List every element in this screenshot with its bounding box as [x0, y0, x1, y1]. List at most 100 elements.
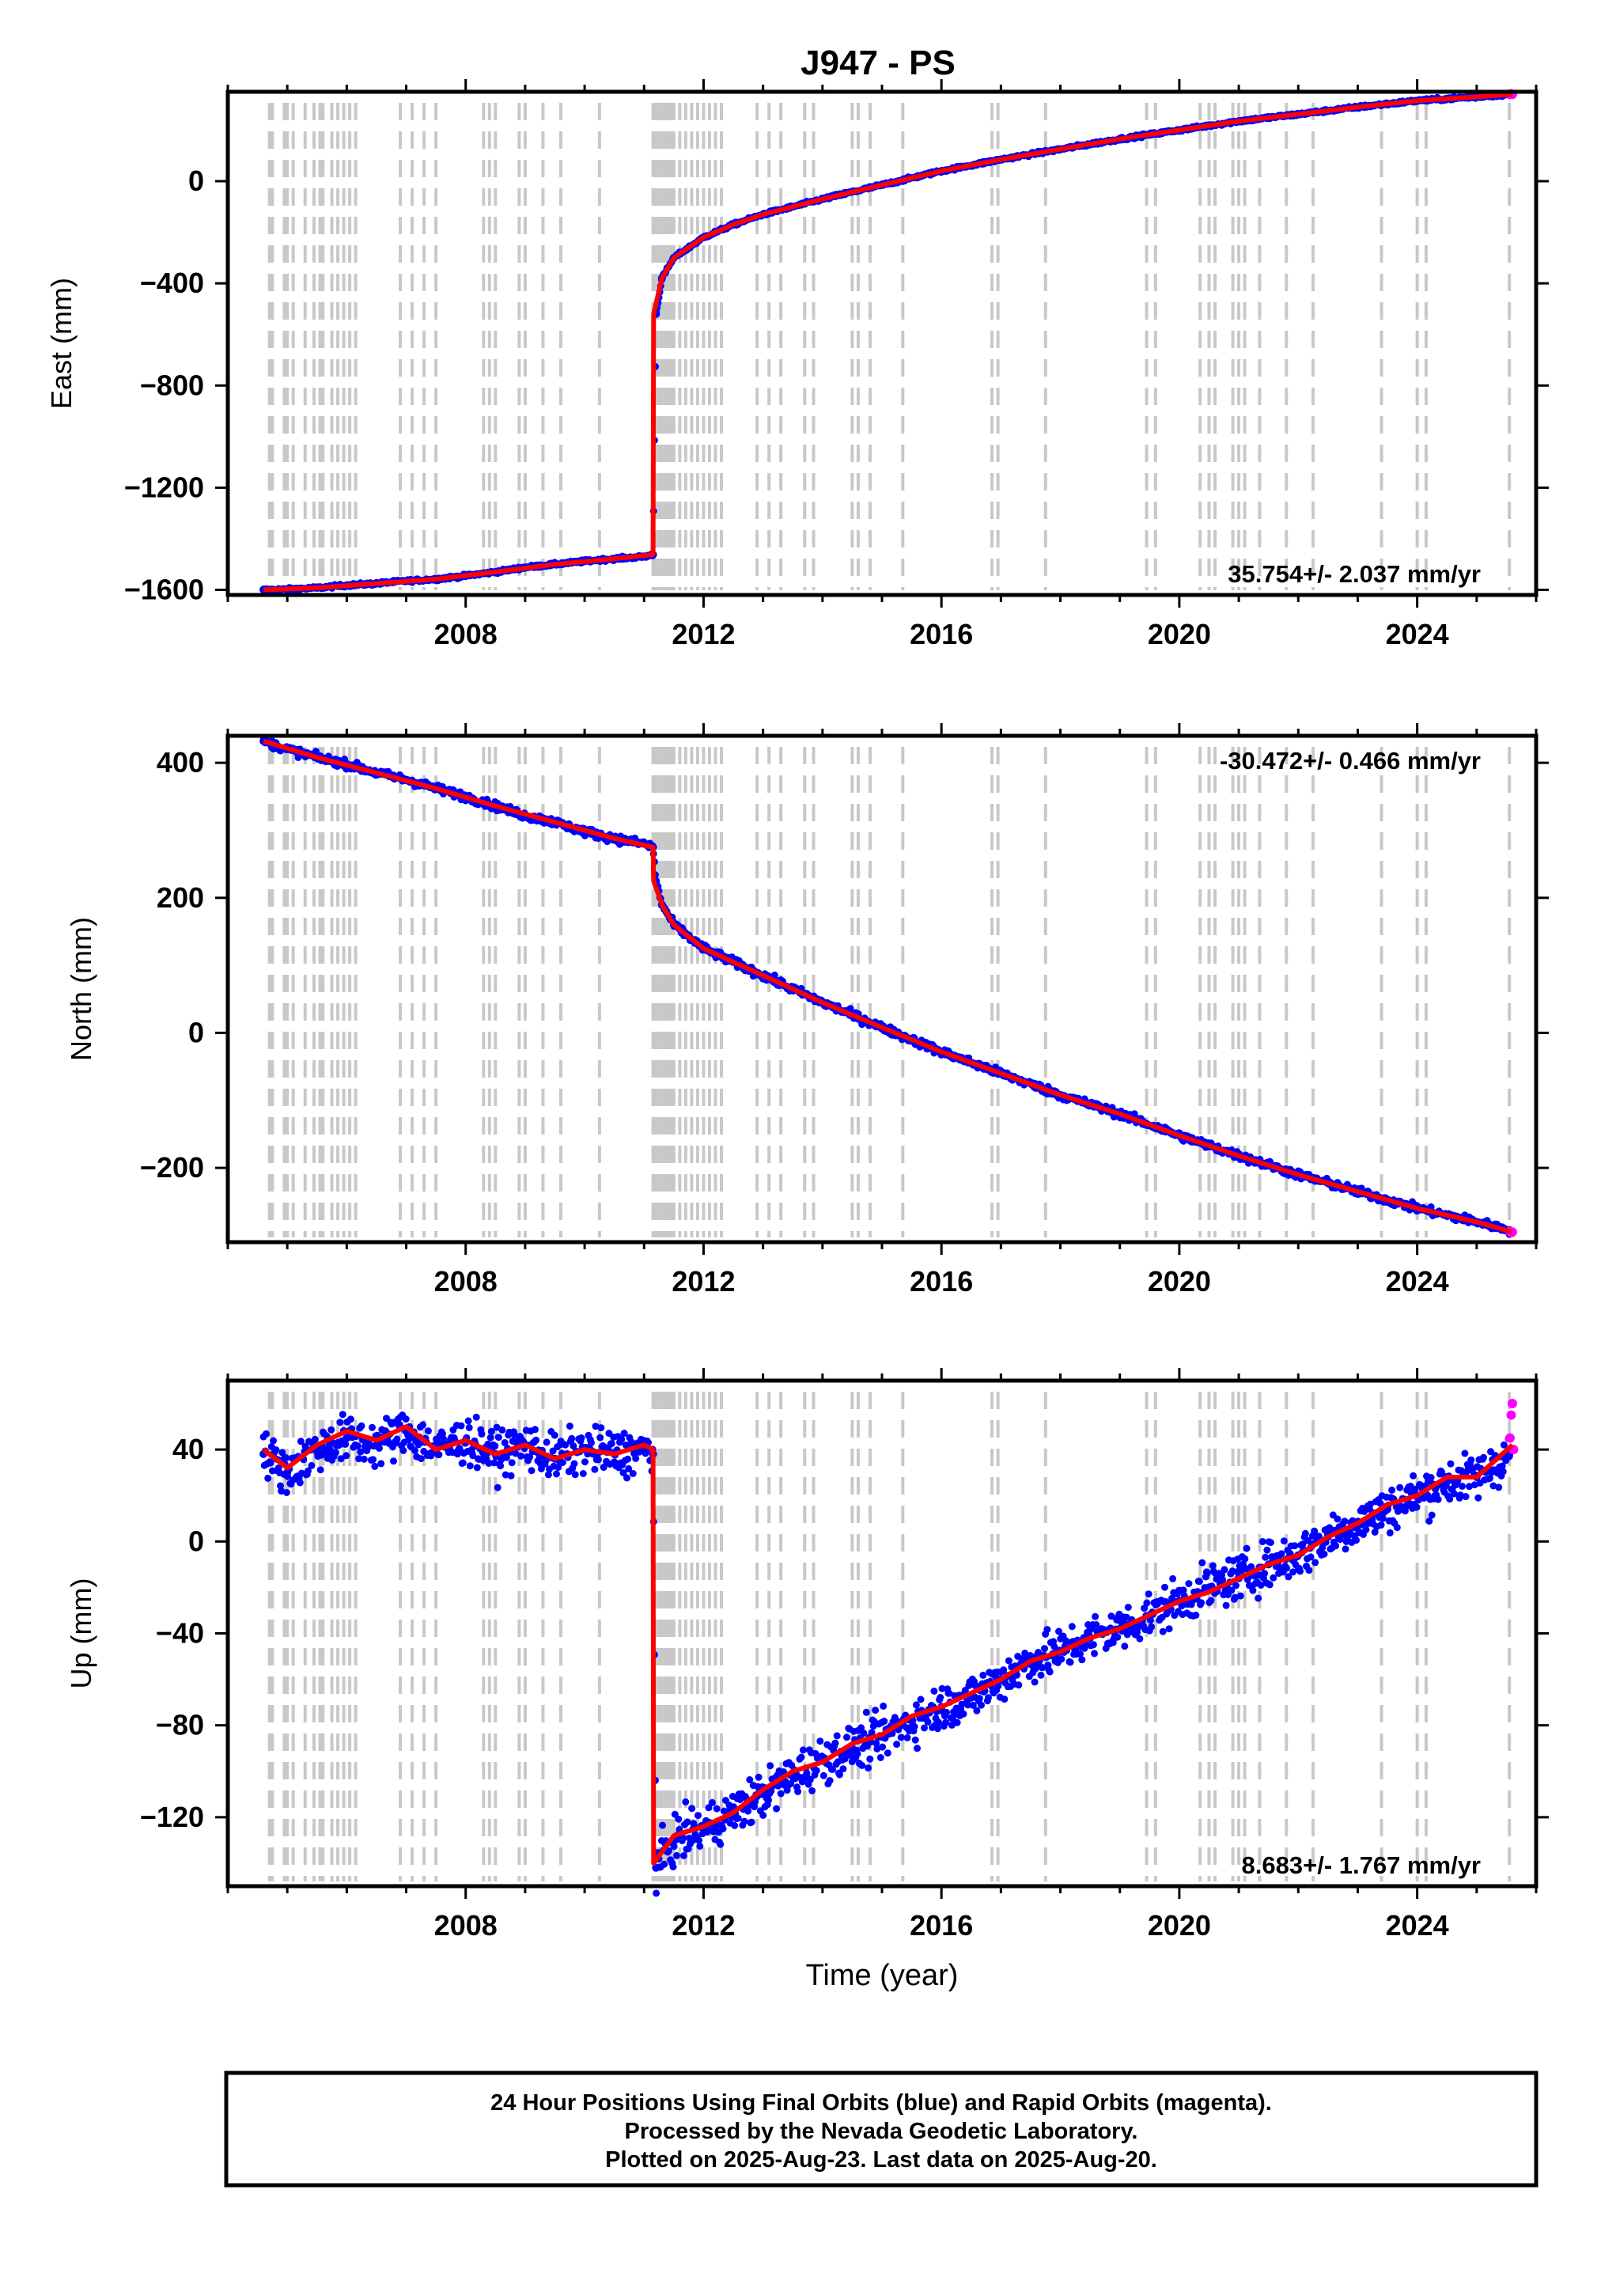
final-orbit-point	[625, 1464, 633, 1472]
final-orbit-point	[938, 1684, 946, 1692]
final-orbit-point	[897, 1733, 905, 1741]
y-tick-label: −40	[156, 1617, 204, 1650]
final-orbit-point	[342, 1440, 350, 1448]
x-tick-label: 2016	[910, 1909, 973, 1942]
final-orbit-point	[544, 1471, 552, 1479]
final-orbit-point	[486, 1434, 494, 1442]
final-orbit-point	[1050, 1642, 1058, 1650]
final-orbit-point	[1000, 1666, 1008, 1674]
final-orbit-point	[485, 1460, 493, 1467]
final-orbit-point	[937, 1694, 944, 1701]
final-orbit-point	[577, 1434, 585, 1442]
final-orbit-point	[1243, 1544, 1251, 1552]
final-orbit-point	[1055, 1627, 1062, 1635]
x-tick-label: 2008	[434, 1909, 498, 1942]
final-orbit-point	[591, 1465, 599, 1473]
y-axis-label: North (mm)	[65, 917, 97, 1061]
x-tick-label: 2020	[1148, 618, 1211, 650]
final-orbit-point	[337, 1455, 345, 1463]
final-orbit-point	[1136, 1635, 1144, 1642]
rapid-orbit-point	[1504, 1433, 1515, 1443]
x-tick-label: 2012	[672, 1265, 735, 1298]
final-orbit-point	[1486, 1475, 1493, 1482]
final-orbit-point	[979, 1671, 987, 1679]
final-orbit-point	[755, 1773, 763, 1781]
final-orbit-point	[1466, 1483, 1473, 1491]
final-orbit-point	[267, 1459, 274, 1467]
final-orbit-point	[1207, 1597, 1215, 1605]
final-orbit-point	[1467, 1456, 1475, 1464]
final-orbit-point	[1266, 1539, 1274, 1547]
final-orbit-point	[343, 1434, 351, 1442]
final-orbit-point	[829, 1765, 836, 1773]
final-orbit-point	[369, 1423, 376, 1431]
final-orbit-point	[876, 1754, 884, 1761]
final-orbit-point	[673, 1851, 680, 1859]
final-orbit-point	[494, 1434, 502, 1442]
final-orbit-point	[1121, 1642, 1129, 1650]
final-orbit-point	[1219, 1576, 1227, 1584]
final-orbit-point	[1396, 1483, 1404, 1491]
final-orbit-point	[600, 1464, 607, 1472]
final-orbit-point	[327, 1426, 335, 1434]
final-orbit-point	[472, 1413, 480, 1421]
final-orbit-point	[1204, 1569, 1211, 1577]
final-orbit-point	[1179, 1586, 1187, 1594]
final-orbit-point	[501, 1439, 509, 1446]
final-orbit-points	[259, 733, 1514, 1238]
final-orbit-point	[369, 1456, 377, 1464]
final-orbit-point	[1495, 1483, 1503, 1491]
final-orbit-point	[1143, 1599, 1151, 1607]
final-orbit-point	[346, 1415, 354, 1423]
x-tick-label: 2008	[434, 1265, 498, 1298]
x-tick-label: 2016	[910, 618, 973, 650]
final-orbit-point	[808, 1786, 816, 1794]
final-orbit-point	[1285, 1573, 1293, 1581]
final-orbit-point	[263, 1430, 270, 1438]
final-orbit-point	[1058, 1655, 1065, 1663]
x-tick-label: 2016	[910, 1265, 973, 1298]
footer-box: 24 Hour Positions Using Final Orbits (bl…	[224, 2071, 1539, 2188]
final-orbit-point	[554, 1464, 562, 1471]
final-orbit-point	[1195, 1578, 1203, 1586]
final-orbit-point	[354, 1442, 361, 1449]
final-orbit-point	[819, 1771, 827, 1779]
final-orbit-point	[494, 1483, 501, 1491]
final-orbit-point	[594, 1456, 602, 1464]
y-tick-label: 0	[188, 1016, 204, 1048]
final-orbit-point	[358, 1422, 365, 1430]
final-orbit-point	[816, 1737, 824, 1745]
rapid-orbit-point	[1506, 1410, 1516, 1420]
final-orbit-point	[579, 1470, 587, 1477]
x-tick-label: 2024	[1386, 618, 1449, 650]
final-orbit-point	[1031, 1678, 1039, 1686]
final-orbit-point	[1092, 1612, 1100, 1620]
final-orbit-points	[259, 89, 1514, 595]
final-orbit-point	[773, 1805, 781, 1813]
final-orbit-point	[873, 1745, 881, 1752]
final-orbit-point	[1332, 1542, 1340, 1550]
final-orbit-point	[1262, 1553, 1270, 1561]
final-orbit-point	[911, 1736, 919, 1744]
final-orbit-point	[1304, 1536, 1312, 1544]
final-orbit-point	[1255, 1594, 1262, 1602]
final-orbit-point	[304, 1467, 312, 1475]
final-orbit-point	[959, 1710, 967, 1718]
x-tick-label: 2012	[672, 1909, 735, 1942]
final-orbit-point	[390, 1457, 397, 1465]
y-tick-label: 400	[157, 746, 204, 779]
final-orbit-point	[653, 1889, 660, 1897]
final-orbit-point	[1311, 1527, 1319, 1535]
final-orbit-points	[259, 1411, 1514, 1897]
footer-line-2: Processed by the Nevada Geodetic Laborat…	[625, 2119, 1138, 2144]
final-orbit-point	[744, 1807, 752, 1815]
final-orbit-point	[865, 1764, 872, 1772]
final-orbit-point	[1159, 1627, 1167, 1635]
x-tick-label: 2024	[1386, 1265, 1449, 1298]
final-orbit-point	[806, 1775, 814, 1783]
final-orbit-point	[1474, 1494, 1482, 1502]
final-orbit-point	[770, 972, 778, 979]
figure-title: J947 - PS	[800, 44, 956, 82]
final-orbit-point	[836, 1771, 843, 1779]
final-orbit-point	[424, 1427, 432, 1435]
